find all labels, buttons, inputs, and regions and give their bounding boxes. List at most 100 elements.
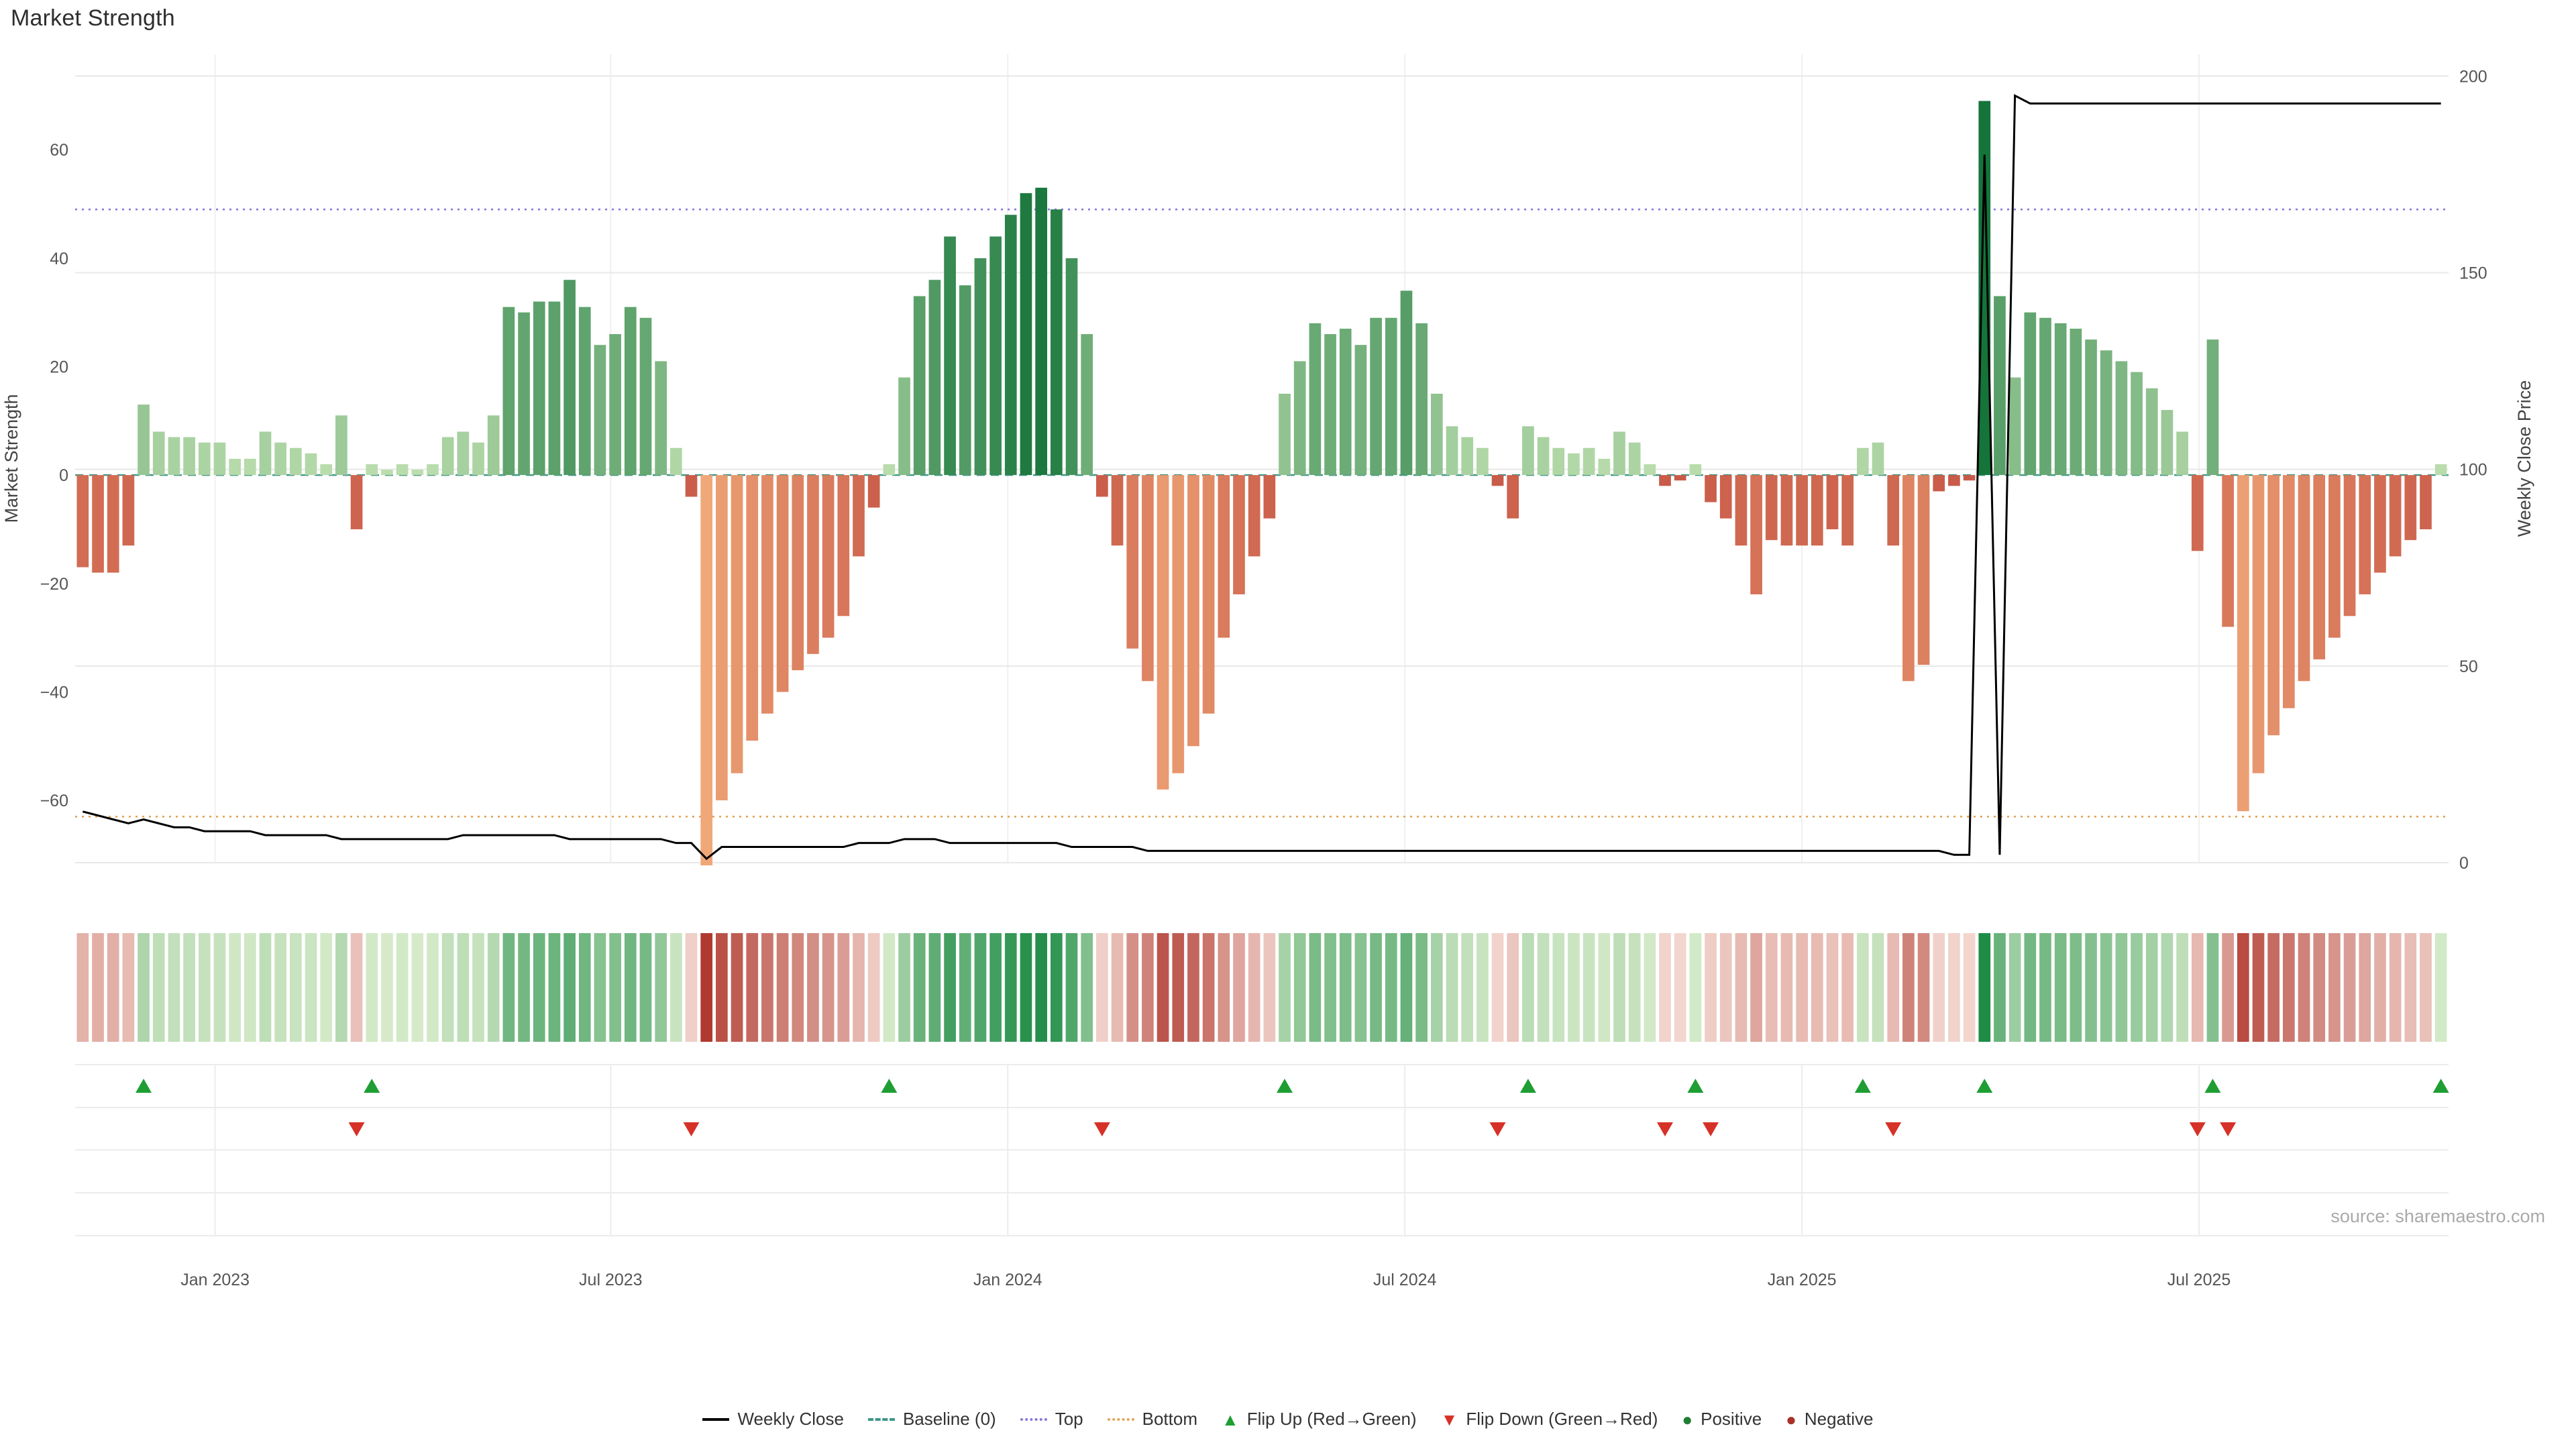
heatmap-cell [1202,933,1215,1042]
heatmap-cell [1689,933,1702,1042]
legend-item-flip-up-red-green: ▲ Flip Up (Red→Green) [1222,1409,1417,1430]
heatmap-cell [1811,933,1823,1042]
strength-bar [867,475,880,508]
heatmap-cell [1872,933,1884,1042]
strength-bar [518,312,530,476]
heatmap-cell [928,933,941,1042]
heatmap-cell [244,933,256,1042]
heatmap-cell [639,933,652,1042]
heatmap-cell [198,933,211,1042]
dot-icon: ● [1786,1409,1796,1430]
dashed-line-swatch [867,1417,895,1421]
heatmap-cell [2206,933,2219,1042]
flip-up-markers [136,1079,2449,1093]
date-tick-label: Jan 2023 [180,1271,250,1289]
flip-up-marker [1854,1079,1871,1093]
flip-down-marker [1489,1122,1506,1136]
marker-panel [75,1064,2449,1236]
strength-bar [1537,437,1550,476]
strength-bar [1735,475,1748,546]
heatmap-cell [1491,933,1504,1042]
strength-bar [274,442,287,476]
strength-bar [776,475,789,692]
flip-up-marker [1687,1079,1704,1093]
heatmap-cell [1994,933,2006,1042]
heatmap-cell [792,933,804,1042]
strength-bar [457,431,470,476]
strength-bar [2267,475,2280,736]
heatmap-cell [427,933,439,1042]
heatmap-cell [548,933,561,1042]
axis-tick-label: 0 [2459,854,2469,873]
strength-bar [1689,464,1702,476]
strength-bar [1613,431,1625,476]
axis-tick-label: 60 [50,141,68,160]
heatmap-cell [396,933,409,1042]
flip-down-marker [1703,1122,1719,1136]
strength-bar [1628,442,1641,476]
heatmap-cell [350,933,363,1042]
dotted-line-swatch [1107,1417,1134,1421]
strength-bar [700,475,713,866]
strength-bar [989,236,1002,476]
strength-bar [1780,475,1793,546]
grid-layer [75,54,2449,863]
heatmap-cell [2085,933,2097,1042]
axis-tick-label: 100 [2459,461,2487,480]
date-tick-label: Jan 2024 [973,1271,1042,1289]
heatmap-cell [1400,933,1413,1042]
heatmap-cell [655,933,667,1042]
strength-bar [624,307,637,476]
strength-bar [1507,475,1519,519]
heatmap-cell [320,933,333,1042]
strength-bar [959,285,971,476]
heatmap-cell [2008,933,2021,1042]
heatmap-cell [1111,933,1124,1042]
strength-bar [2374,475,2386,573]
strength-bar [2404,475,2417,541]
legend-item-bottom: Bottom [1107,1409,1197,1430]
heatmap-cell [2191,933,2204,1042]
strength-bar [1339,328,1352,476]
heatmap-cell [1081,933,1093,1042]
heatmap-cell [92,933,104,1042]
strength-bar [1841,475,1854,546]
strength-bar [1902,475,1915,682]
heatmap-cell [761,933,773,1042]
heatmap-cell [1933,933,1945,1042]
heatmap-cell [2237,933,2249,1042]
strength-bar [761,475,773,714]
heatmap-cell [2070,933,2082,1042]
heatmap-cell [1142,933,1154,1042]
strength-bar [2115,361,2128,476]
heatmap-cell [2434,933,2447,1042]
date-tick-label: Jan 2025 [1768,1271,1837,1289]
strength-bar [2298,475,2310,682]
axis-tick-label: −40 [40,683,68,702]
heatmap-cell [837,933,850,1042]
heatmap-cell [457,933,470,1042]
source-credit: source: sharemaestro.com [2330,1206,2545,1226]
heatmap-cell [1750,933,1762,1042]
weekly-close-line [82,94,2441,861]
date-tick-label: Jul 2024 [1373,1271,1437,1289]
heatmap-cell [2100,933,2112,1042]
strength-bar [427,464,439,476]
heatmap-cell [578,933,591,1042]
heatmap-cell [1339,933,1352,1042]
flip-down-marker [2220,1122,2237,1136]
heatmap-cell [2389,933,2402,1042]
heatmap-cell [2222,933,2234,1042]
strength-bar [2434,464,2447,476]
strength-bar [2328,475,2341,638]
strength-bar [609,334,621,476]
strength-bar [1309,323,1322,476]
heatmap-cell [1522,933,1534,1042]
strength-bar [1096,475,1108,497]
strength-bar [320,464,333,476]
strength-bar [1065,258,1078,476]
strength-bar [2283,475,2295,708]
date-axis: Jan 2023 Jul 2023 Jan 2024 Jul 2024 Jan 2025… [180,1271,2231,1289]
heatmap-cell [1430,933,1443,1042]
heatmap-cell [594,933,606,1042]
